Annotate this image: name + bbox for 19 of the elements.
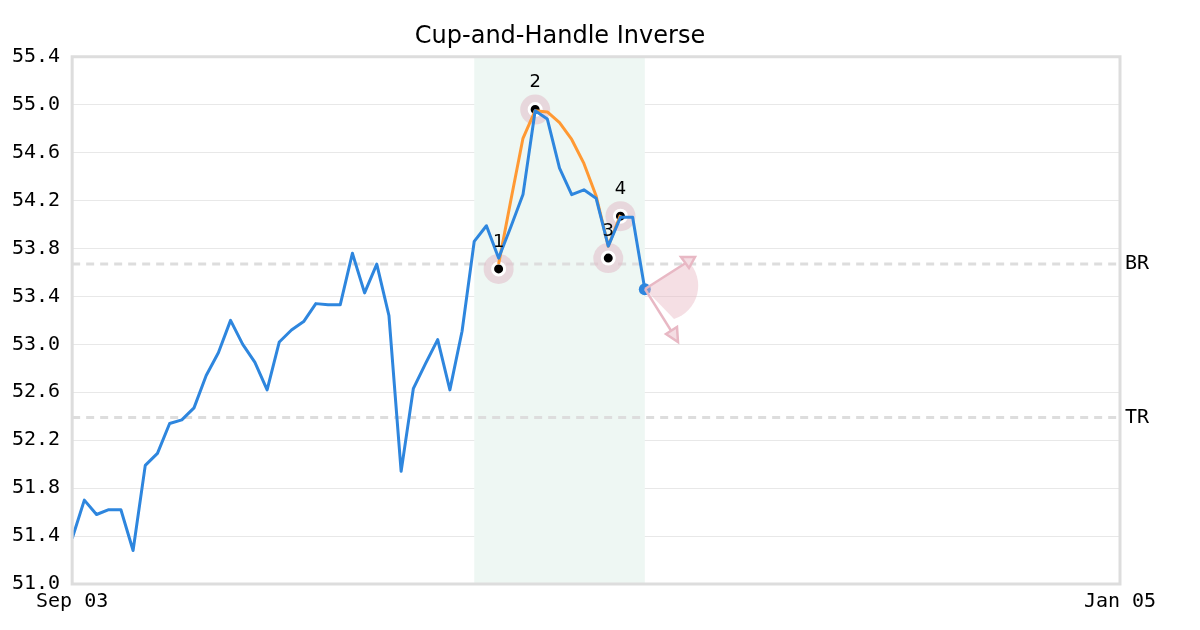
y-tick-label: 53.0 bbox=[11, 330, 61, 355]
y-tick-label: 51.4 bbox=[11, 522, 61, 547]
x-tick-label: Sep 03 bbox=[36, 588, 109, 613]
y-tick-label: 53.4 bbox=[11, 282, 61, 307]
annotation: 1 bbox=[492, 229, 505, 251]
chart-title: Cup-and-Handle Inverse bbox=[414, 20, 706, 49]
y-tick-label: 55.4 bbox=[11, 43, 61, 67]
y-tick-label: 55.0 bbox=[11, 90, 61, 115]
ref-line-label: TR bbox=[1125, 403, 1151, 428]
y-tick-label: 51.8 bbox=[11, 474, 61, 499]
y-tick-label: 52.2 bbox=[11, 426, 61, 451]
ref-line-label: BR bbox=[1125, 250, 1151, 275]
y-tick-label: 54.2 bbox=[11, 186, 61, 211]
annotation: 2 bbox=[529, 70, 541, 92]
x-tick-label: Jan 05 bbox=[1083, 588, 1157, 613]
y-tick-label: 53.8 bbox=[11, 234, 61, 259]
y-tick-label: 54.6 bbox=[11, 138, 61, 163]
annotation: 4 bbox=[614, 176, 627, 198]
y-tick-label: 52.6 bbox=[11, 378, 61, 403]
